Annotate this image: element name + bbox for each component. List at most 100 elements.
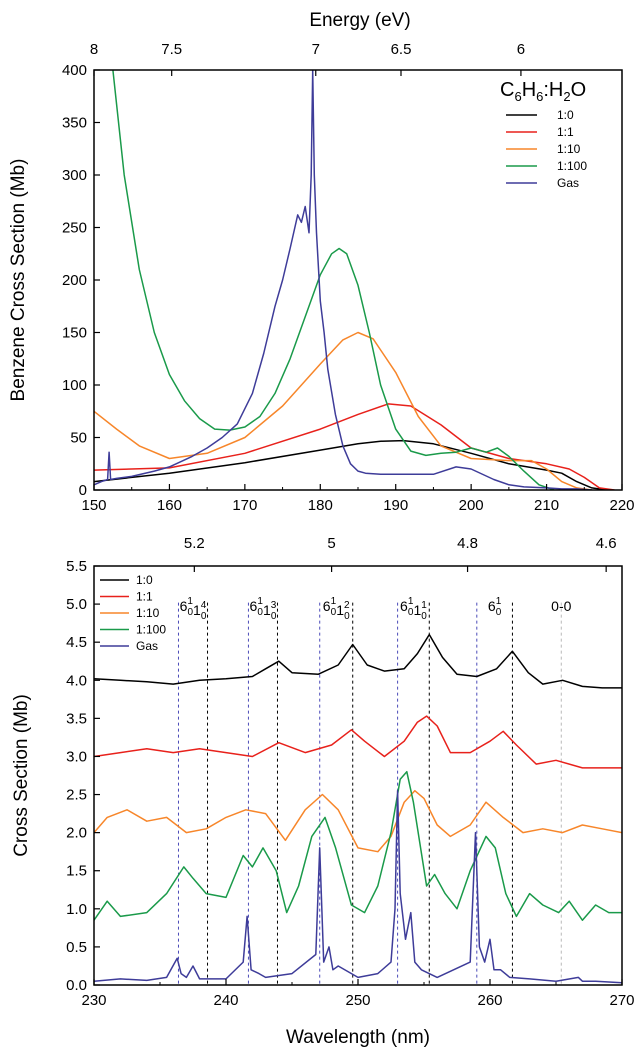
y-tick-label: 50	[70, 430, 87, 447]
annotation-subscript: 0	[331, 607, 337, 618]
y-tick-label: 250	[62, 220, 87, 237]
y-tick-label: 0.5	[66, 939, 87, 956]
annotation-base: 1	[263, 602, 271, 618]
peak-annotation: 61 012 0	[323, 596, 350, 622]
y-tick-label: 1.5	[66, 863, 87, 880]
annotation-base: 1	[413, 602, 421, 618]
x-axis-label: Wavelength (nm)	[286, 1027, 430, 1048]
top-axis-label: Energy (eV)	[309, 10, 410, 31]
legend-title: C6H6:H2O	[500, 79, 586, 104]
y-tick-label: 5.0	[66, 596, 87, 613]
y-tick-label: 4.0	[66, 672, 87, 689]
legend-title-subscript: 2	[563, 89, 570, 104]
series-line-1-10	[94, 789, 622, 853]
annotation-base: 6	[323, 598, 331, 614]
legend-label: 1:1	[136, 590, 153, 604]
annotation-superscript: 1	[187, 596, 193, 607]
x-tick-label: 190	[383, 497, 408, 514]
legend-label: 1:100	[136, 623, 166, 637]
top-tick-label: 8	[90, 41, 98, 58]
series-line-1-100	[94, 770, 622, 921]
top-tick-label: 4.8	[457, 535, 478, 552]
annotation-base: 6	[488, 598, 496, 614]
series-line-1-0	[94, 439, 608, 490]
y-tick-label: 3.0	[66, 748, 87, 765]
top-tick-label: 5.2	[184, 535, 205, 552]
top-tick-label: 4.6	[596, 535, 617, 552]
top-tick-label: 7.5	[161, 41, 182, 58]
annotation-subscript: 0	[408, 607, 414, 618]
legend-title-part: H	[522, 79, 536, 101]
y-tick-label: 200	[62, 272, 87, 289]
legend-title-subscript: 6	[536, 89, 543, 104]
series-line-gas	[94, 789, 622, 984]
series-line-1-0	[94, 633, 622, 689]
y-tick-label: 300	[62, 167, 87, 184]
legend-title-subscript: 6	[514, 89, 521, 104]
x-tick-label: 180	[308, 497, 333, 514]
y-tick-label: 2.0	[66, 825, 87, 842]
x-tick-label: 200	[459, 497, 484, 514]
legend-label: 1:10	[557, 142, 581, 156]
annotation-subscript: 0	[257, 607, 263, 618]
annotation-superscript: 2	[344, 600, 350, 611]
annotation-superscript: 1	[257, 596, 263, 607]
y-axis-label: Cross Section (Mb)	[11, 694, 32, 857]
peak-annotation: 61 013 0	[250, 596, 277, 622]
x-tick-label: 230	[81, 992, 106, 1009]
top-tick-label: 5	[327, 535, 335, 552]
annotation-base: 6	[400, 598, 408, 614]
y-tick-label: 100	[62, 377, 87, 394]
y-tick-label: 4.5	[66, 634, 87, 651]
annotation-subscript: 0	[421, 611, 427, 622]
peak-annotation: 61 011 0	[400, 596, 427, 622]
annotation-subscript: 0	[201, 611, 207, 622]
y-tick-label: 2.5	[66, 787, 87, 804]
x-tick-label: 260	[477, 992, 502, 1009]
series-line-1-100	[112, 70, 555, 490]
annotation-superscript: 3	[271, 600, 277, 611]
annotation-base: 1	[336, 602, 344, 618]
top-tick-label: 6.5	[391, 41, 412, 58]
x-tick-label: 210	[534, 497, 559, 514]
x-tick-label: 240	[213, 992, 238, 1009]
y-tick-label: 5.5	[66, 558, 87, 575]
legend-label: 1:1	[557, 125, 574, 139]
annotation-subscript: 0	[271, 611, 277, 622]
y-tick-label: 400	[62, 62, 87, 79]
plot-frame	[93, 69, 623, 491]
annotation-base: 1	[193, 602, 201, 618]
top-tick-label: 7	[312, 41, 320, 58]
legend-label: 1:0	[136, 573, 153, 587]
y-tick-label: 350	[62, 115, 87, 132]
x-tick-label: 270	[609, 992, 634, 1009]
annotation-superscript: 4	[201, 600, 207, 611]
x-tick-label: 160	[157, 497, 182, 514]
annotation-subscript: 0	[187, 607, 193, 618]
plot-frame	[93, 565, 623, 986]
annotation-subscript: 0	[496, 607, 502, 618]
series-line-gas	[94, 70, 592, 490]
annotation-base: 6	[250, 598, 258, 614]
annotation-subscript: 0	[344, 611, 350, 622]
annotation-base: 6	[180, 598, 188, 614]
legend-label: 1:100	[557, 159, 587, 173]
legend-label: 1:0	[557, 108, 574, 122]
series-line-1-1	[94, 715, 622, 769]
series-line-1-10	[94, 331, 592, 490]
legend-label: Gas	[557, 176, 579, 190]
x-tick-label: 170	[232, 497, 257, 514]
legend-title-part: O	[571, 79, 587, 101]
series-line-1-1	[94, 403, 615, 490]
y-tick-label: 0.0	[66, 977, 87, 994]
annotation-superscript: 1	[496, 596, 502, 607]
legend-title-part: C	[500, 79, 514, 101]
data-layer	[94, 633, 622, 984]
chart-panel-1: 150 160 170 180 190 200 210 220 0 50 100 150 200 250 3…	[8, 10, 635, 514]
annotation-superscript: 1	[331, 596, 337, 607]
top-tick-label: 6	[517, 41, 525, 58]
x-tick-label: 150	[81, 497, 106, 514]
legend-label: Gas	[136, 639, 158, 653]
annotation-text: 0-0	[551, 598, 571, 614]
